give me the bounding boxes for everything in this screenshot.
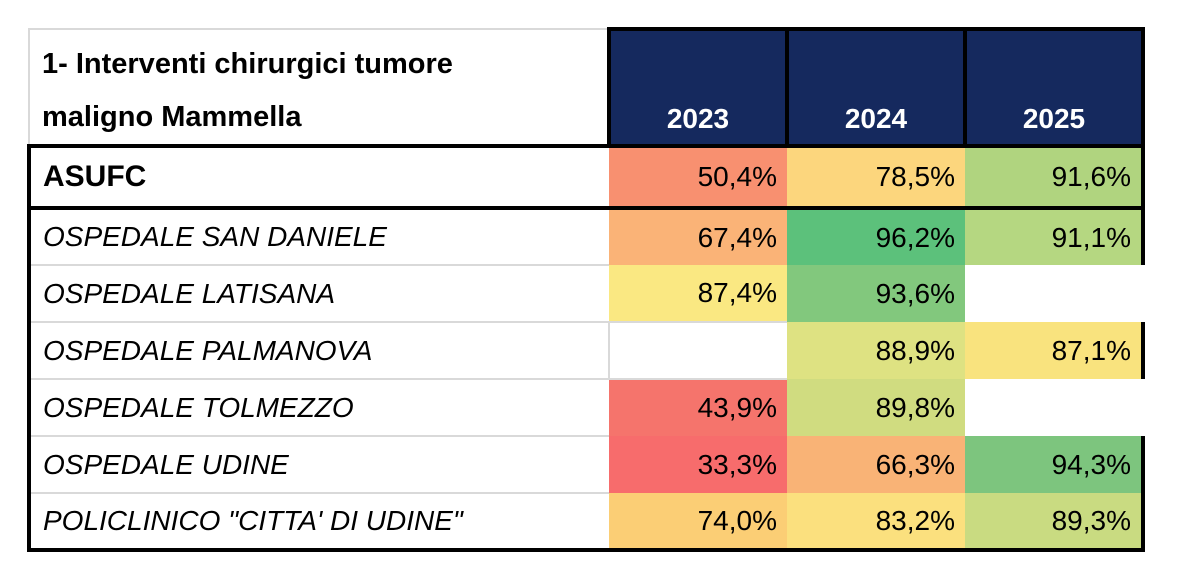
year-header-2024: 2024: [785, 27, 967, 148]
value-cell: 88,9%: [787, 322, 965, 379]
value-cell: [608, 321, 787, 380]
value-cell: 89,8%: [787, 379, 965, 436]
row-label: POLICLINICO "CITTA' DI UDINE": [27, 492, 609, 552]
kpi-table-container: 1- Interventi chirurgici tumore maligno …: [27, 27, 1145, 552]
year-header-2025: 2025: [963, 27, 1145, 148]
value-cell: 91,1%: [965, 208, 1145, 265]
row-label: OSPEDALE UDINE: [27, 435, 609, 493]
table-row: OSPEDALE LATISANA 87,4% 93,6%: [27, 264, 1143, 322]
value-cell: 66,3%: [787, 436, 965, 493]
table-body: ASUFC 50,4% 78,5% 91,6% OSPEDALE SAN DANIELE…: [27, 146, 1145, 552]
table-row: ASUFC 50,4% 78,5% 91,6%: [27, 146, 1145, 210]
value-cell: 74,0%: [609, 493, 787, 552]
value-cell: [965, 379, 1143, 436]
value-cell: 33,3%: [609, 436, 787, 493]
kpi-table: 1- Interventi chirurgici tumore maligno …: [27, 27, 1145, 552]
year-header-2023: 2023: [607, 27, 789, 148]
table-row: OSPEDALE TOLMEZZO 43,9% 89,8%: [27, 378, 1143, 436]
row-label: OSPEDALE SAN DANIELE: [27, 207, 609, 265]
table-row: OSPEDALE SAN DANIELE 67,4% 96,2% 91,1%: [27, 207, 1145, 265]
value-cell: 87,1%: [965, 322, 1145, 379]
row-label: ASUFC: [27, 146, 609, 210]
table-row: OSPEDALE PALMANOVA 88,9% 87,1%: [27, 321, 1145, 380]
value-cell: 93,6%: [787, 265, 965, 322]
value-cell: 91,6%: [965, 146, 1145, 210]
value-cell: 78,5%: [787, 146, 965, 210]
value-cell: 87,4%: [609, 265, 787, 322]
value-cell: 94,3%: [965, 436, 1145, 493]
table-row: POLICLINICO "CITTA' DI UDINE" 74,0% 83,2% 8…: [27, 492, 1145, 552]
row-label: OSPEDALE TOLMEZZO: [27, 378, 609, 436]
table-title: 1- Interventi chirurgici tumore maligno …: [28, 28, 609, 148]
value-cell: 50,4%: [609, 146, 787, 210]
value-cell: 89,3%: [965, 493, 1145, 552]
header-row: 1- Interventi chirurgici tumore maligno …: [28, 27, 1145, 148]
value-cell: 83,2%: [787, 493, 965, 552]
value-cell: 67,4%: [609, 208, 787, 265]
table-row: OSPEDALE UDINE 33,3% 66,3% 94,3%: [27, 435, 1145, 493]
row-label: OSPEDALE LATISANA: [27, 264, 609, 322]
value-cell: 96,2%: [787, 208, 965, 265]
row-label: OSPEDALE PALMANOVA: [27, 321, 609, 379]
value-cell: [965, 265, 1143, 322]
value-cell: 43,9%: [609, 379, 787, 436]
